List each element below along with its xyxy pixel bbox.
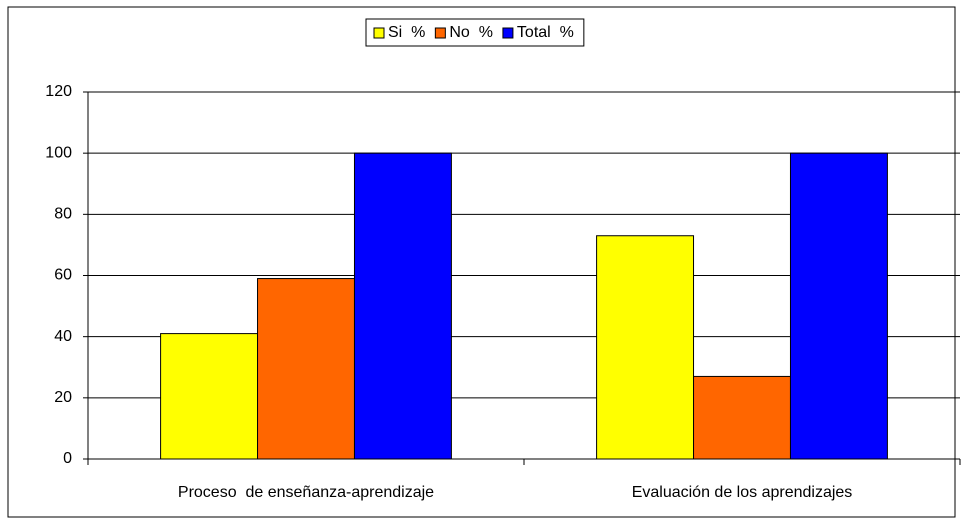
bar	[160, 333, 259, 460]
legend-swatch	[434, 27, 446, 39]
legend-label: No %	[449, 24, 493, 41]
y-tick-label: 80	[54, 206, 72, 223]
legend-label: Total %	[517, 24, 574, 41]
y-tick-label: 120	[45, 83, 72, 100]
bar	[693, 375, 791, 460]
y-tick-label: 60	[54, 267, 72, 284]
x-tick-label: Evaluación de los aprendizajes	[632, 484, 853, 501]
y-tick-label: 0	[63, 450, 72, 467]
y-tick-label: 100	[45, 144, 72, 161]
legend-swatch	[502, 27, 514, 39]
x-tick-label: Proceso de enseñanza-aprendizaje	[178, 484, 434, 501]
bar	[353, 152, 452, 460]
bar	[257, 278, 355, 460]
y-tick-label: 20	[54, 389, 72, 406]
bar	[596, 235, 695, 460]
bar	[789, 152, 888, 460]
legend-box	[365, 18, 585, 47]
y-tick-label: 40	[54, 328, 72, 345]
legend: Si % No % Total %	[365, 18, 585, 47]
legend-label: Si %	[388, 24, 425, 41]
legend-swatch	[373, 27, 385, 39]
